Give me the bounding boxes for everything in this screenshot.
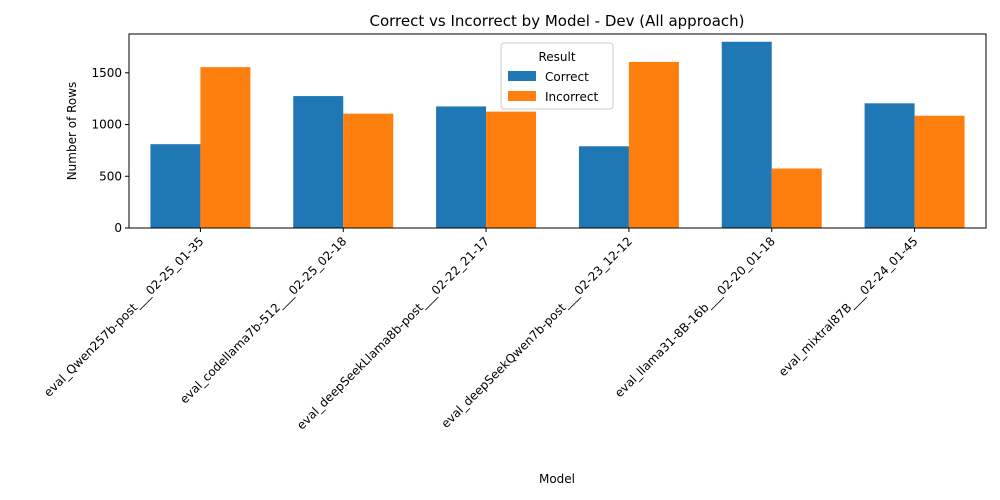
bar-correct bbox=[150, 144, 201, 228]
bar-incorrect bbox=[914, 115, 965, 228]
bar-incorrect bbox=[771, 168, 822, 228]
legend-label-incorrect: Incorrect bbox=[545, 90, 598, 104]
x-tick-label: eval_codellama7b-512___02-25_02-18 bbox=[177, 234, 349, 406]
y-tick-label: 0 bbox=[114, 221, 122, 235]
bar-correct bbox=[293, 96, 344, 228]
x-tick-label: eval_llama31-8B-16b___02-20_01-18 bbox=[612, 234, 778, 400]
x-tick-label: eval_mixtral87B___02-24_01-45 bbox=[776, 234, 921, 379]
legend-label-correct: Correct bbox=[545, 70, 589, 84]
y-tick-label: 1000 bbox=[91, 118, 122, 132]
bar-incorrect bbox=[343, 113, 394, 228]
y-tick-label: 1500 bbox=[91, 66, 122, 80]
legend-swatch-correct bbox=[508, 71, 536, 81]
y-axis-label: Number of Rows bbox=[65, 82, 79, 181]
legend-swatch-incorrect bbox=[508, 91, 536, 101]
legend-title: Result bbox=[538, 50, 575, 64]
bar-incorrect bbox=[486, 111, 537, 228]
bar-incorrect bbox=[628, 61, 679, 228]
legend: Result Correct Incorrect bbox=[500, 42, 614, 110]
chart-title: Correct vs Incorrect by Model - Dev (All… bbox=[369, 12, 744, 30]
bar-correct bbox=[864, 103, 915, 228]
y-tick-label: 500 bbox=[99, 169, 122, 183]
plot-frame bbox=[128, 33, 987, 229]
bar-correct bbox=[578, 146, 629, 228]
x-tick-label: eval_Qwen257b-post___02-25_01-35 bbox=[41, 234, 206, 399]
x-axis-label: Model bbox=[539, 472, 575, 486]
bar-correct bbox=[721, 41, 772, 229]
bar-correct bbox=[436, 106, 487, 228]
bar-incorrect bbox=[200, 67, 251, 228]
